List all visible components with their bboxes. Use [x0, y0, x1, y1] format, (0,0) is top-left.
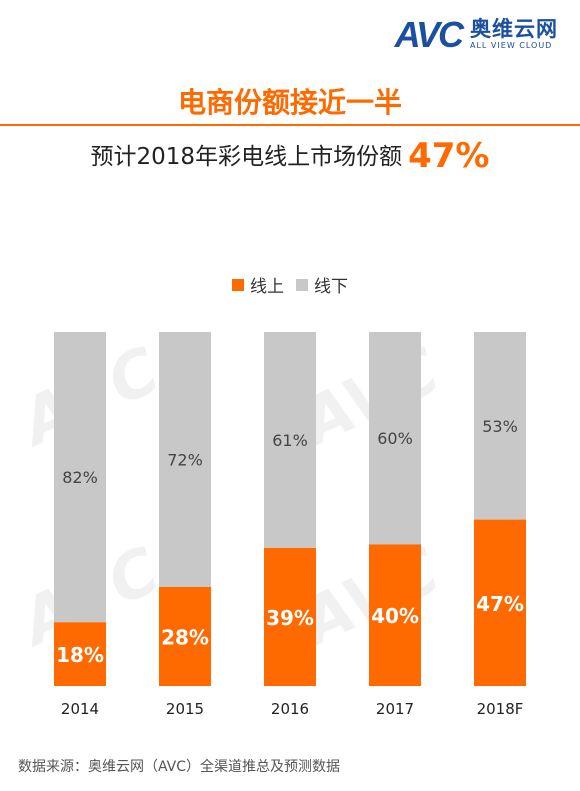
data-label-online: 39%: [266, 606, 314, 630]
bar-online: [54, 622, 106, 686]
legend-swatch-online: [232, 278, 244, 291]
stacked-bar-chart: 82% 18% 2014 72% 28% 2015 61% 39% 2016 60% 40% 2017…: [54, 332, 526, 718]
bar-online: [264, 547, 316, 686]
x-tick-label: 2017: [376, 700, 414, 718]
data-label-online: 18%: [56, 643, 104, 667]
title-divider: [0, 124, 580, 126]
legend-label-offline: 线下: [314, 277, 348, 297]
legend-item-offline: 线下: [296, 272, 348, 297]
logo-cn: 奥维云网: [470, 17, 558, 41]
chart-legend: 线上 线下: [0, 272, 580, 297]
subheadline: 预计2018年彩电线上市场份额 47%: [0, 134, 580, 179]
data-label-offline: 72%: [167, 450, 203, 469]
data-source-note: 数据来源：奥维云网（AVC）全渠道推总及预测数据: [18, 759, 341, 775]
legend-swatch-offline: [296, 278, 308, 291]
data-label-offline: 82%: [62, 468, 98, 487]
bar-online: [159, 586, 211, 686]
bar-offline: [264, 332, 316, 548]
bar-online: [474, 519, 526, 686]
logo-en: ALL VIEW CLOUD: [470, 41, 553, 50]
bar-offline: [369, 332, 421, 545]
subheadline-highlight: 47%: [408, 136, 490, 176]
x-tick-label: 2016: [271, 700, 309, 718]
data-label-online: 28%: [161, 625, 209, 649]
x-tick-label: 2014: [61, 700, 99, 718]
data-label-offline: 61%: [272, 431, 308, 450]
x-tick-label: 2018F: [477, 700, 524, 718]
bar-online: [369, 544, 421, 686]
data-label-online: 47%: [476, 592, 524, 616]
subheadline-text: 预计2018年彩电线上市场份额: [90, 144, 403, 170]
page-title: 电商份额接近一半: [177, 86, 402, 119]
data-label-online: 40%: [371, 604, 419, 628]
logo: AVC 奥维云网 ALL VIEW CLOUD: [395, 14, 558, 56]
x-tick-label: 2015: [166, 700, 204, 718]
legend-label-online: 线上: [250, 277, 284, 297]
bar-offline: [474, 332, 526, 520]
legend-item-online: 线上: [232, 272, 284, 297]
data-label-offline: 60%: [377, 429, 413, 448]
bar-offline: [159, 332, 211, 587]
bar-offline: [54, 332, 106, 623]
logo-mark: AVC: [394, 14, 464, 55]
data-label-offline: 53%: [482, 417, 518, 436]
